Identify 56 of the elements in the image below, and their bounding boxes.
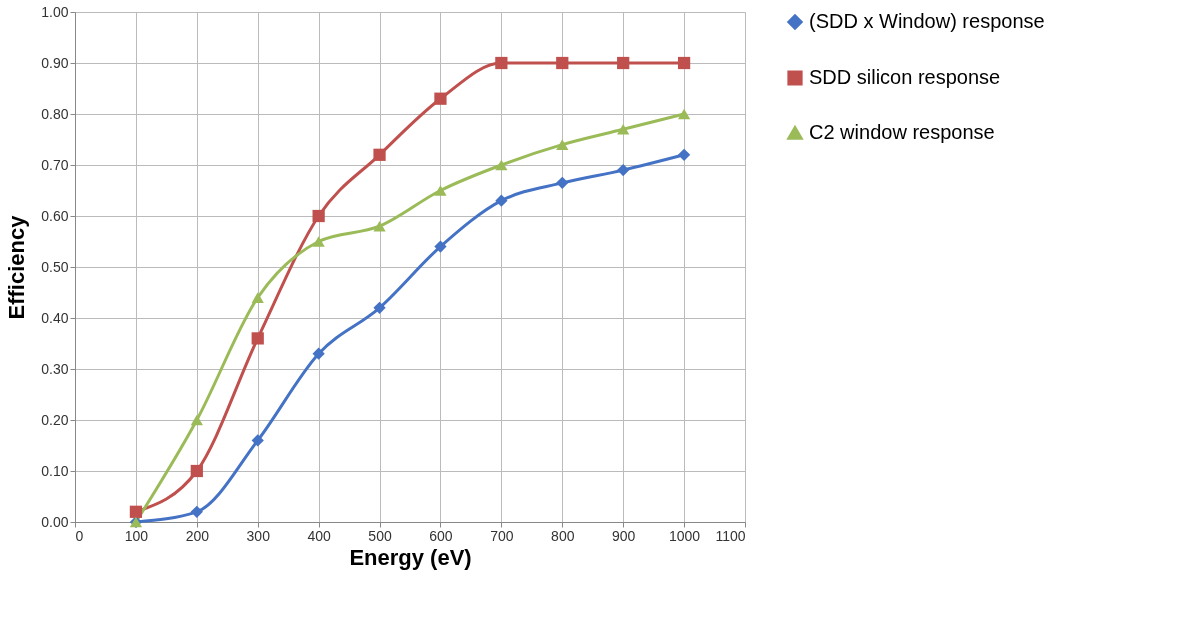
point [434, 240, 447, 253]
x-tick-label: 800 [551, 527, 575, 544]
x-tick-label: 500 [368, 527, 392, 544]
point [677, 56, 691, 70]
y-tick-label: 0.90 [41, 54, 69, 71]
point [495, 159, 508, 171]
y-tick-label: 0.50 [41, 258, 69, 275]
point [677, 148, 691, 161]
point [373, 220, 386, 232]
point [190, 464, 203, 478]
point [312, 347, 325, 360]
point [190, 414, 203, 426]
x-tick-label: 600 [429, 527, 453, 544]
y-tick-label: 1.00 [41, 3, 69, 20]
legend-label: SDD silicon response [809, 66, 1001, 88]
x-tick-label: 900 [612, 527, 636, 544]
point [495, 194, 508, 207]
x-axis-title: Energy (eV) [349, 544, 472, 570]
point [312, 209, 325, 223]
point [556, 139, 569, 150]
y-tick-label: 0.80 [41, 105, 69, 122]
x-tick-label: 700 [490, 527, 514, 544]
point [373, 301, 386, 314]
point [617, 163, 630, 177]
legend-label: (SDD x Window) response [809, 10, 1045, 32]
x-tick-label: 0 [75, 527, 84, 544]
y-tick-label: 0.10 [41, 462, 69, 479]
point [495, 56, 508, 70]
x-tick-label: 400 [307, 527, 332, 544]
x-tick-label: 200 [185, 527, 210, 544]
point [190, 505, 203, 518]
point [556, 56, 569, 70]
y-tick-label: 0.00 [41, 513, 69, 530]
point [312, 236, 325, 247]
point [129, 505, 143, 518]
point [251, 434, 264, 447]
x-tick-label: 300 [246, 527, 271, 544]
point [251, 292, 264, 303]
point [617, 124, 630, 135]
x-tick-label: 1000 [669, 527, 701, 544]
y-tick-label: 0.60 [41, 207, 69, 224]
legend-label: C2 window response [809, 121, 995, 143]
y-tick-label: 0.20 [41, 411, 69, 428]
y-tick-label: 0.70 [41, 156, 69, 173]
point [677, 108, 691, 120]
point [556, 176, 569, 189]
point [617, 56, 630, 70]
point [434, 92, 447, 105]
x-tick-label: 1100 [715, 527, 746, 544]
y-tick-label: 0.30 [41, 360, 69, 377]
point [373, 148, 386, 161]
y-axis-title: Efficiency [4, 214, 30, 320]
x-tick-label: 100 [124, 527, 149, 544]
point [434, 185, 447, 196]
point [251, 332, 264, 345]
y-tick-label: 0.40 [41, 309, 69, 326]
